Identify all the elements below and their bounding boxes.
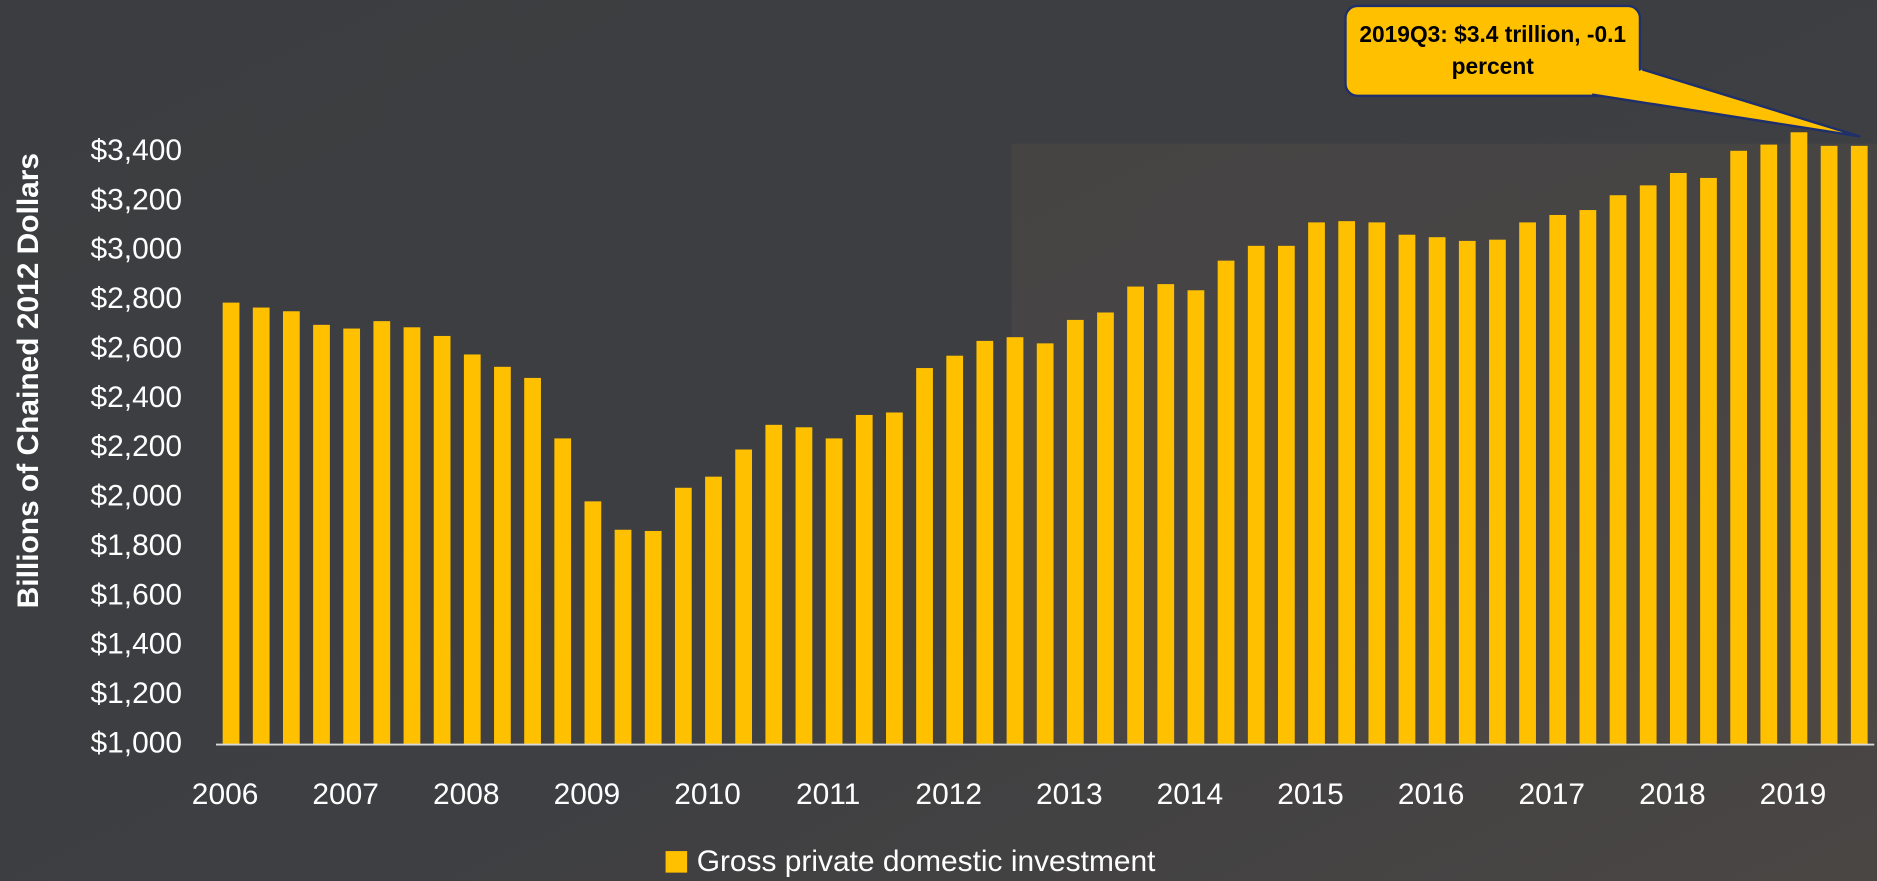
bar: [1006, 337, 1024, 745]
legend: Gross private domestic investment: [665, 845, 1156, 878]
bar: [463, 354, 481, 745]
bar: [1669, 173, 1687, 745]
y-tick-label: $1,400: [91, 628, 182, 661]
x-tick-label: 2011: [796, 778, 860, 811]
bar: [886, 412, 903, 745]
y-tick-label: $1,200: [91, 677, 182, 710]
bar: [1308, 222, 1325, 745]
bar: [976, 340, 994, 745]
bar: [916, 368, 933, 745]
bar: [614, 529, 632, 745]
bar: [343, 328, 361, 745]
bar: [1790, 132, 1808, 745]
bar: [433, 335, 451, 745]
bar: [1850, 145, 1868, 745]
bar: [1700, 177, 1717, 745]
x-tick-label: 2013: [1036, 778, 1103, 811]
x-tick-label: 2007: [312, 778, 379, 811]
x-tick-label: 2006: [192, 778, 259, 811]
bar: [1368, 222, 1386, 745]
bar: [855, 414, 873, 745]
bar: [494, 366, 511, 745]
bar: [1820, 145, 1838, 745]
x-tick-label: 2009: [554, 778, 621, 811]
bar: [313, 324, 330, 745]
y-tick-label: $2,400: [91, 381, 182, 414]
bar: [584, 501, 602, 745]
y-tick-label: $2,000: [91, 480, 182, 513]
bar: [1428, 237, 1446, 745]
y-tick-label: $3,400: [91, 134, 182, 167]
bar: [674, 487, 692, 745]
bar: [282, 311, 300, 745]
x-tick-label: 2010: [674, 778, 741, 811]
y-tick-label: $2,800: [91, 282, 182, 315]
bar: [403, 327, 421, 745]
callout: 2019Q3: $3.4 trillion, -0.1 percent: [1359, 22, 1627, 80]
y-tick-label: $2,200: [91, 430, 182, 463]
x-tick-label: 2019: [1760, 778, 1827, 811]
x-tick-label: 2008: [433, 778, 500, 811]
y-tick-label: $1,600: [91, 578, 182, 611]
bar: [524, 377, 541, 745]
bar: [1519, 222, 1536, 745]
bar: [1549, 214, 1567, 745]
y-tick-label: $1,800: [91, 529, 182, 562]
y-tick-label: $2,600: [91, 331, 182, 364]
bar: [1760, 144, 1778, 745]
x-tick-label: 2016: [1398, 778, 1465, 811]
bar: [1066, 319, 1084, 745]
bar: [1609, 195, 1627, 745]
bar: [1247, 245, 1265, 745]
x-tick-label: 2014: [1157, 778, 1224, 811]
bar: [1277, 245, 1295, 745]
x-tick-label: 2015: [1277, 778, 1344, 811]
bar: [765, 424, 783, 745]
bar: [1398, 234, 1416, 745]
x-tick-label: 2012: [915, 778, 982, 811]
bar: [1730, 150, 1748, 745]
bar: [1639, 185, 1657, 745]
bar: [735, 449, 753, 745]
bar: [222, 302, 240, 745]
bar: [1187, 290, 1205, 745]
annotation: 2019Q3: $3.4 trillion, -0.1 percent: [1359, 22, 1627, 80]
y-tick-label: $3,000: [91, 233, 182, 266]
y-tick-label: $1,000: [91, 726, 182, 759]
bar: [1157, 284, 1175, 745]
bar: [946, 355, 964, 745]
y-tick-label: $3,200: [91, 183, 182, 216]
bar: [644, 530, 662, 745]
bar: [1036, 343, 1054, 745]
bar: [705, 476, 722, 745]
bar: [1338, 221, 1356, 745]
callout-pointer: [1591, 68, 1861, 138]
bar: [1579, 210, 1597, 745]
legend-swatch: [665, 851, 688, 873]
bar: [1127, 286, 1144, 745]
bar: [252, 307, 270, 745]
bar: [1489, 239, 1506, 745]
legend-label: Gross private domestic investment: [697, 845, 1156, 878]
x-tick-label: 2018: [1639, 778, 1706, 811]
bar: [1217, 260, 1235, 745]
bar: [554, 438, 572, 745]
bar: [825, 438, 843, 745]
bar: [373, 321, 391, 745]
bar: [1458, 240, 1476, 745]
x-tick-label: 2017: [1518, 778, 1585, 811]
bar: [795, 427, 813, 745]
bar: [1097, 312, 1114, 745]
callout-cover: [1592, 68, 1639, 94]
y-axis-label: Billions of Chained 2012 Dollars: [12, 153, 45, 608]
